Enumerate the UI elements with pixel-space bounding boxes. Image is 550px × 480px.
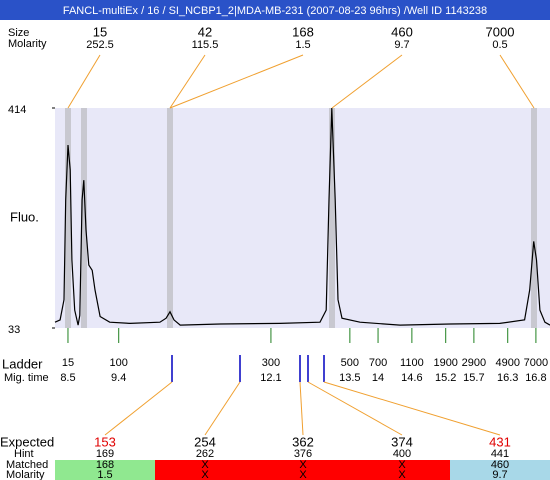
peak-size: 15 — [93, 24, 107, 39]
trace — [54, 107, 550, 326]
hint: 376 — [294, 448, 312, 460]
y-axis-label: Fluo. — [10, 209, 39, 224]
mig-time: 16.3 — [497, 372, 518, 384]
molarity: X — [201, 469, 209, 480]
connector — [499, 54, 535, 109]
row-label: Size — [8, 27, 29, 39]
peak-band — [81, 108, 87, 328]
hint: 169 — [96, 448, 114, 460]
matched: X — [299, 459, 307, 471]
mig-time: 12.1 — [260, 372, 281, 384]
mig-time: 15.2 — [435, 372, 456, 384]
peak-band — [65, 108, 71, 328]
matched: X — [398, 459, 406, 471]
ladder-size: 4900 — [495, 357, 519, 369]
expected: 362 — [292, 434, 314, 449]
peak-size: 7000 — [486, 24, 515, 39]
y-tick-label: 414 — [8, 104, 26, 116]
row-label: Expected — [0, 434, 54, 449]
ladder-size: 700 — [369, 357, 387, 369]
ladder-size: 300 — [262, 357, 280, 369]
connector — [67, 54, 101, 109]
title: FANCL-multiEx / 16 / SI_NCBP1_2|MDA-MB-2… — [63, 5, 487, 17]
mig-time: 9.4 — [111, 372, 126, 384]
peak-molarity: 1.5 — [295, 39, 310, 51]
row-label: Matched — [6, 459, 48, 471]
ladder-size: 7000 — [524, 357, 548, 369]
mig-time: 14.6 — [401, 372, 422, 384]
peak-size: 42 — [198, 24, 212, 39]
row-label: Mig. time — [4, 372, 49, 384]
molarity: X — [398, 469, 406, 480]
connector — [169, 54, 206, 109]
mig-time: 15.7 — [463, 372, 484, 384]
cell-bg — [450, 460, 550, 480]
hint: 441 — [491, 448, 509, 460]
row-label: Molarity — [6, 469, 45, 480]
expected: 254 — [194, 434, 216, 449]
y-tick-label: 33 — [8, 324, 20, 336]
connector — [307, 381, 403, 436]
ladder-size: 100 — [110, 357, 128, 369]
matched: X — [201, 459, 209, 471]
plot-area — [55, 108, 550, 328]
peak-molarity: 115.5 — [192, 39, 219, 51]
connector — [169, 54, 304, 109]
cell-bg — [55, 460, 155, 480]
cell-bg — [155, 460, 450, 480]
peak-molarity: 252.5 — [86, 39, 114, 51]
mig-time: 14 — [372, 372, 384, 384]
peak-band — [531, 108, 537, 328]
hint: 400 — [393, 448, 411, 460]
expected: 431 — [489, 434, 511, 449]
peak-size: 168 — [292, 24, 314, 39]
connector — [323, 381, 501, 436]
ladder-size: 2900 — [462, 357, 486, 369]
matched: 460 — [491, 459, 509, 471]
connector — [299, 381, 304, 436]
peak-band — [329, 108, 335, 328]
title-bar — [0, 0, 550, 20]
peak-band — [167, 108, 173, 328]
connector — [104, 381, 173, 436]
mig-time: 13.5 — [339, 372, 360, 384]
ladder-size: 500 — [341, 357, 359, 369]
row-label: Ladder — [2, 356, 43, 371]
molarity: 1.5 — [97, 469, 112, 480]
expected: 374 — [391, 434, 413, 449]
peak-size: 460 — [391, 24, 413, 39]
mig-time: 16.8 — [525, 372, 546, 384]
connector — [204, 381, 241, 436]
hint: 262 — [196, 448, 214, 460]
molarity: 9.7 — [492, 469, 507, 480]
ladder-size: 1900 — [433, 357, 457, 369]
peak-molarity: 0.5 — [492, 39, 507, 51]
matched: 168 — [96, 459, 114, 471]
connector — [331, 54, 403, 109]
ladder-size: 15 — [62, 357, 74, 369]
mig-time: 8.5 — [60, 372, 75, 384]
row-label: Hint — [14, 448, 34, 460]
row-label: Molarity — [8, 38, 47, 50]
peak-molarity: 9.7 — [394, 39, 409, 51]
expected: 153 — [94, 434, 116, 449]
molarity: X — [299, 469, 307, 480]
ladder-size: 1100 — [400, 357, 424, 369]
